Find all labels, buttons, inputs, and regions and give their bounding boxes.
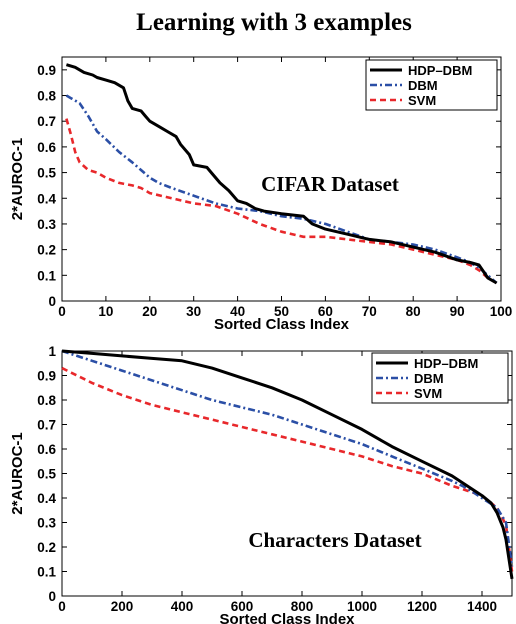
x-tick-label: 100	[490, 304, 513, 319]
dataset-annotation: CIFAR Dataset	[261, 172, 399, 196]
legend-label: DBM	[408, 78, 438, 93]
x-tick-label: 1200	[407, 599, 437, 614]
x-axis-label: Sorted Class Index	[219, 611, 355, 624]
y-tick-label: 0.6	[37, 140, 56, 155]
y-tick-label: 0.9	[37, 63, 56, 78]
y-tick-label: 0.4	[37, 491, 56, 506]
y-tick-label: 0	[48, 294, 56, 309]
x-tick-label: 90	[450, 304, 465, 319]
y-tick-label: 0.7	[37, 418, 56, 433]
y-tick-label: 0.2	[37, 540, 56, 555]
figure-title: Learning with 3 examples	[136, 9, 412, 36]
series-line-svm	[65, 118, 498, 285]
x-tick-label: 0	[58, 304, 66, 319]
y-tick-label: 0.1	[37, 268, 56, 283]
x-tick-label: 20	[142, 304, 157, 319]
x-tick-label: 80	[406, 304, 421, 319]
cifar-chart: 0 10 20 30 40 50 60 70 80 90 100 0 0.1 0.2 0.3 0.4 0.5 0.…	[9, 56, 513, 333]
y-tick-label: 0.2	[37, 243, 56, 258]
series-line-dbm	[65, 94, 498, 284]
legend-label: SVM	[414, 386, 442, 401]
y-tick-label: 0.8	[37, 393, 56, 408]
y-tick-label: 0.5	[37, 166, 56, 181]
x-tick-label: 600	[231, 599, 254, 614]
y-axis-label: 2*AUROC-1	[9, 138, 26, 221]
y-tick-label: 0	[48, 589, 56, 604]
x-tick-label: 1400	[467, 599, 497, 614]
y-tick-label: 0.9	[37, 369, 56, 384]
x-tick-label: 50	[274, 304, 289, 319]
x-tick-label: 60	[318, 304, 333, 319]
y-tick-label: 0.1	[37, 565, 56, 580]
x-tick-label: 400	[171, 599, 194, 614]
characters-chart: 0 200 400 600 800 1000 1200 1400 0 0.1 0.2 0.3 0.4 0.…	[9, 344, 514, 624]
y-tick-label: 0.6	[37, 442, 56, 457]
x-tick-label: 0	[58, 599, 66, 614]
y-axis-label: 2*AUROC-1	[9, 432, 26, 515]
y-tick-label: 1	[48, 344, 56, 359]
legend-label: SVM	[408, 93, 436, 108]
x-tick-label: 1000	[347, 599, 377, 614]
legend-label: HDP–DBM	[408, 63, 472, 78]
x-tick-label: 10	[98, 304, 113, 319]
series-line-hdpdbm	[61, 349, 514, 580]
series-line-hdpdbm	[65, 63, 498, 285]
x-tick-label: 30	[186, 304, 201, 319]
y-tick-label: 0.8	[37, 89, 56, 104]
legend-label: HDP–DBM	[414, 356, 478, 371]
y-tick-label: 0.5	[37, 467, 56, 482]
x-tick-label: 70	[362, 304, 377, 319]
y-tick-label: 0.4	[37, 191, 56, 206]
series-line-dbm	[61, 349, 514, 567]
x-tick-label: 800	[291, 599, 314, 614]
y-tick-label: 0.3	[37, 516, 56, 531]
x-tick-label: 40	[230, 304, 245, 319]
dataset-annotation: Characters Dataset	[248, 528, 421, 552]
x-axis-label: Sorted Class Index	[214, 316, 350, 333]
x-tick-label: 200	[111, 599, 134, 614]
y-tick-label: 0.3	[37, 217, 56, 232]
y-tick-label: 0.7	[37, 114, 56, 129]
legend-label: DBM	[414, 371, 444, 386]
